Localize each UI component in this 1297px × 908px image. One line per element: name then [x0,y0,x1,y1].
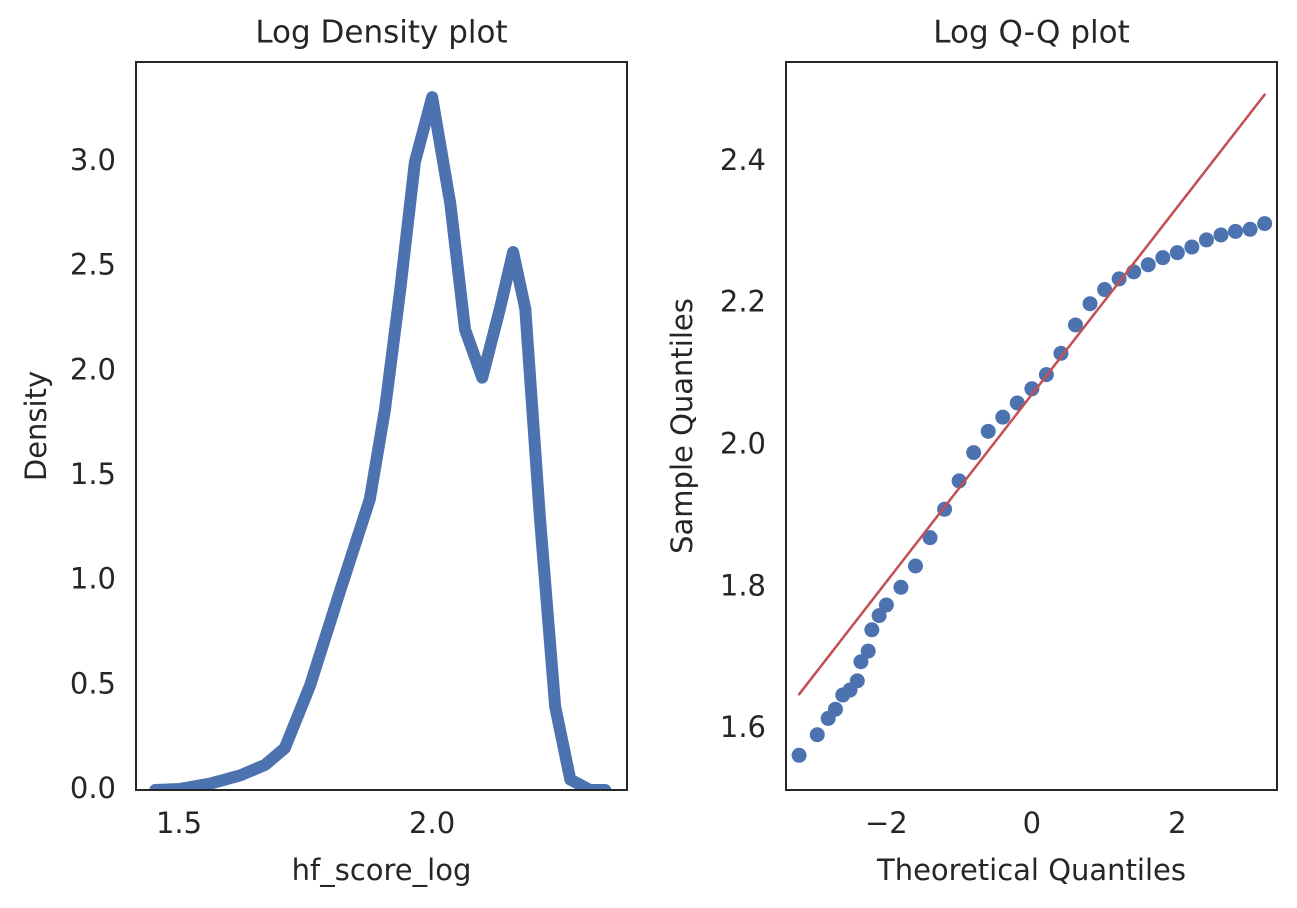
subplot: Log Density plot hf_score_log Density 1.5 2.… [19,15,628,887]
point [1257,216,1273,232]
point [849,673,865,689]
point [1169,245,1185,261]
point [1155,250,1171,266]
y-tick-label: 2.5 [70,248,116,282]
point [878,597,894,613]
point [980,423,996,439]
point [1097,282,1113,298]
point [871,608,887,624]
y-tick-label: 1.6 [720,710,766,744]
y-axis-label: Sample Quantiles [665,298,699,554]
chart-title: Log Density plot [255,15,507,51]
y-tick-label: 2.4 [720,143,766,177]
point [1024,381,1040,397]
point [922,530,938,546]
y-tick-label: 0.0 [70,771,116,805]
point [853,654,869,670]
y-tick-label: 1.0 [70,562,116,596]
y-tick-label: 2.2 [720,285,766,319]
line [149,91,612,790]
y-axis-label: Density [19,371,53,481]
point [966,445,982,461]
chart-title: Log Q-Q plot [933,15,1129,51]
y-tick-label: 2.0 [720,426,766,460]
y-tick-label: 0.5 [70,666,116,700]
y-tick-label: 3.0 [70,143,116,177]
point [1053,345,1069,361]
axes-frame [785,61,1278,791]
point [1213,227,1229,243]
line [797,93,1266,696]
y-tick-label: 1.8 [720,568,766,602]
point [864,622,880,638]
x-tick-label: 1.5 [156,806,202,840]
point [1140,257,1156,273]
y-tick-label: 2.0 [70,352,116,386]
point [995,409,1011,425]
axes-frame [135,61,628,791]
plot-area [149,91,612,790]
point [1228,223,1244,239]
point [860,643,876,659]
x-tick-label: 0 [1023,806,1041,840]
plot-area [791,93,1273,763]
point [893,579,909,595]
x-axis-label: hf_score_log [292,853,472,887]
point [791,747,807,763]
point [1082,296,1098,312]
point [809,727,825,743]
point [907,558,923,574]
subplot: Log Q-Q plot Theoretical Quantiles Sample … [665,15,1278,887]
x-axis-label: Theoretical Quantiles [876,853,1186,887]
point [1198,232,1214,248]
x-tick-label: 2.0 [409,806,455,840]
x-tick-label: 2 [1168,806,1186,840]
point [1068,317,1084,333]
point [1242,221,1258,237]
point [827,701,843,717]
y-tick-label: 1.5 [70,457,116,491]
point [1184,239,1200,255]
x-tick-label: −2 [865,806,908,840]
